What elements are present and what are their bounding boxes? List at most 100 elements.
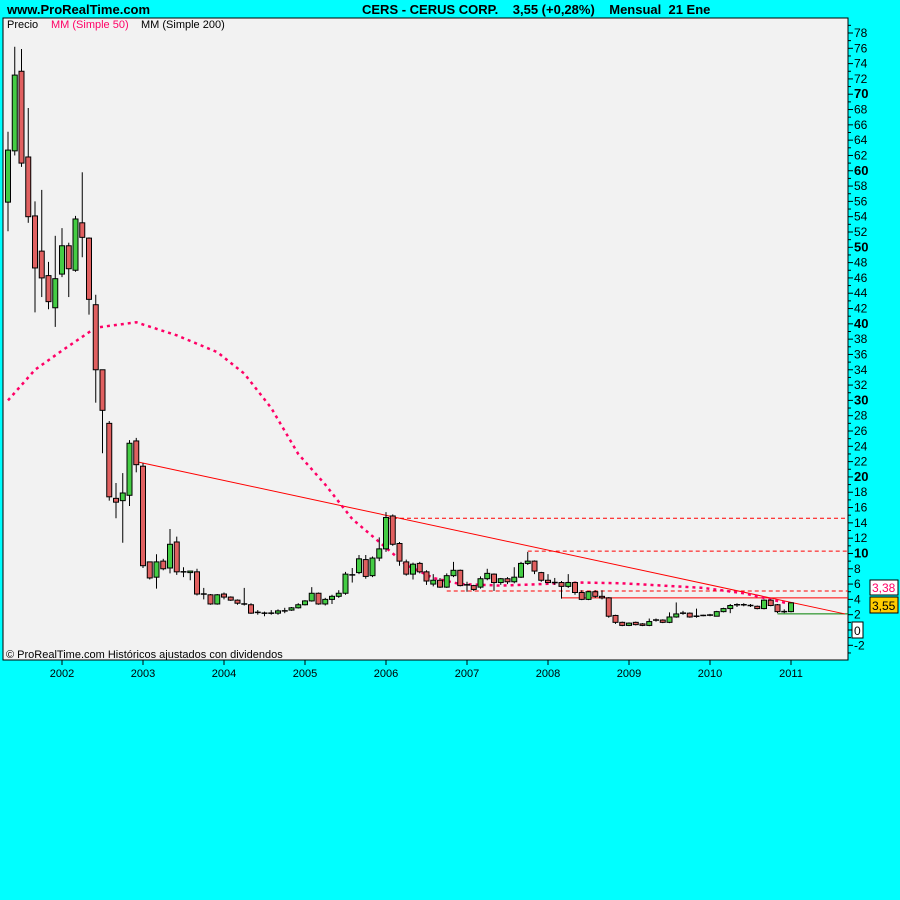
trend-line [136,461,846,615]
legend-ma200: MM (Simple 200) [141,19,225,31]
candle [781,609,788,614]
candle-body [524,560,531,564]
candle-body [605,597,612,617]
candle [315,592,322,605]
candle-body [477,578,484,588]
candle-body [99,369,106,411]
candle [666,612,673,624]
candle-body [153,561,160,578]
candle [545,574,551,584]
candle-body [329,595,335,600]
candle [268,610,275,615]
candle-body [322,598,329,605]
y-tick-label: 36 [854,347,868,361]
candle [491,573,497,591]
candle [335,590,342,598]
candle-body [146,561,153,579]
candle [410,562,416,580]
candle-body [315,592,322,605]
candle-body [362,559,369,577]
candle [430,574,437,587]
candle [187,570,194,581]
candle [524,551,531,565]
ma50-price-label: 3,38 [869,579,899,596]
y-tick-label: 74 [854,57,868,71]
candle-body [443,575,450,588]
candle-body [86,237,92,300]
candle [275,609,281,615]
candle-body [92,304,99,371]
candle [464,581,470,592]
candle-body [11,74,18,152]
candle-body [369,557,376,577]
y-tick-label: 50 [854,239,868,254]
y-tick-label: -2 [854,638,865,652]
x-tick-label: 2010 [698,668,722,680]
plot-area[interactable] [2,17,849,661]
footer-note: © ProRealTime.com Históricos ajustados c… [6,649,283,661]
x-tick-label: 2003 [131,668,155,680]
candle-body [376,548,383,559]
candle [518,561,524,578]
candle [369,556,376,578]
candle [450,561,457,578]
candle [32,201,38,313]
y-tick-label: 26 [854,424,868,438]
candle-body [113,497,119,503]
candle-body [572,582,578,593]
candle-body [308,592,315,602]
candle [234,599,241,605]
candle [457,569,464,587]
candle-body [565,582,572,587]
candle-body [227,596,234,601]
candle [248,603,254,614]
candle-body [342,573,349,594]
candle [308,587,315,602]
candle-body [437,579,443,588]
y-tick-label: 16 [854,501,868,515]
candle [72,215,79,272]
candle-body [119,492,126,502]
candle-body [32,215,38,269]
candle-body [416,562,423,573]
candle [788,602,794,613]
candle-body [173,541,180,573]
chart-title: CERS - CERUS CORP. 3,55 (+0,28%) Mensual… [362,2,710,17]
candle [416,561,423,574]
candle [288,607,295,611]
candle [396,541,403,566]
date-label: 21 Ene [668,2,711,17]
y-tick-label: 4 [854,592,861,606]
candle [295,603,302,609]
candle [362,554,369,579]
x-tick-label: 2004 [212,668,236,680]
candle [349,568,356,583]
y-tick-label: 14 [854,516,868,530]
y-tick-label: 22 [854,455,868,469]
candle [740,603,747,607]
candle-body [234,599,241,604]
candle-body [187,570,194,574]
candle-body [491,573,497,584]
candle [241,587,248,606]
candle [92,294,99,403]
candle [180,567,187,578]
candle-body [646,621,653,626]
candle [11,46,18,156]
y-tick-label: 28 [854,409,868,423]
y-tick-label: 2 [854,608,861,622]
candle [612,614,619,624]
candle-body [518,562,524,578]
candle-body [160,560,167,570]
y-tick-label: 46 [854,271,868,285]
candle-body [497,578,504,584]
candle-body [410,563,416,575]
candle-body [659,619,666,623]
candle-body [288,607,295,611]
candle [632,621,639,626]
candle [713,610,720,617]
candle [18,49,25,167]
y-tick-label: 10 [854,545,868,560]
candle-body [207,594,214,605]
